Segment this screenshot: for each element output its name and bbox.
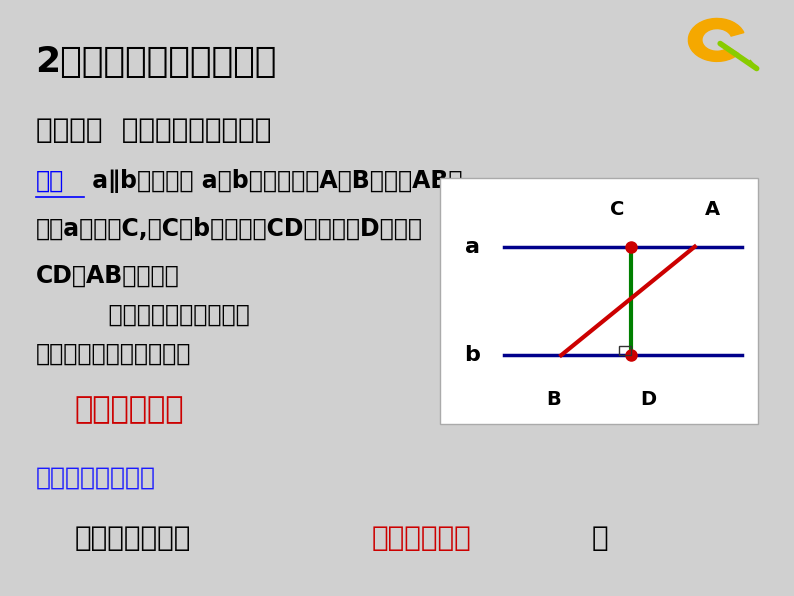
Text: 主题二、  两条平行线间的距离: 主题二、 两条平行线间的距离 — [36, 116, 271, 144]
Bar — [619, 346, 631, 355]
Text: 两条平行线间的: 两条平行线间的 — [75, 524, 191, 552]
Text: 再在a上取点C,过C作b的垂线段CD，垂足为D，比较: 再在a上取点C,过C作b的垂线段CD，垂足为D，比较 — [36, 217, 422, 241]
Text: 度: 度 — [592, 524, 608, 552]
Text: 连结而成的所有线段中，: 连结而成的所有线段中， — [36, 342, 191, 366]
Text: a: a — [464, 237, 480, 257]
Wedge shape — [688, 18, 744, 61]
Text: 公垂线段的长: 公垂线段的长 — [372, 524, 472, 552]
Text: CD与AB的大小。: CD与AB的大小。 — [36, 264, 179, 288]
Text: 平行线间的距离：: 平行线间的距离： — [36, 465, 156, 489]
Text: 公垂线段最短: 公垂线段最短 — [75, 395, 184, 424]
FancyBboxPatch shape — [440, 178, 758, 424]
Text: b: b — [464, 345, 480, 365]
Text: a∥b，在直线 a、b上各取一点A、B，连结AB。: a∥b，在直线 a、b上各取一点A、B，连结AB。 — [84, 169, 463, 193]
Text: 如图: 如图 — [36, 169, 64, 193]
Text: D: D — [640, 390, 657, 409]
Text: 两条平行线上各取一点: 两条平行线上各取一点 — [60, 303, 250, 327]
Text: A: A — [704, 200, 719, 219]
Text: C: C — [610, 200, 624, 219]
Text: 2．动手操作，归纳结论: 2．动手操作，归纳结论 — [36, 45, 277, 79]
Text: B: B — [546, 390, 561, 409]
